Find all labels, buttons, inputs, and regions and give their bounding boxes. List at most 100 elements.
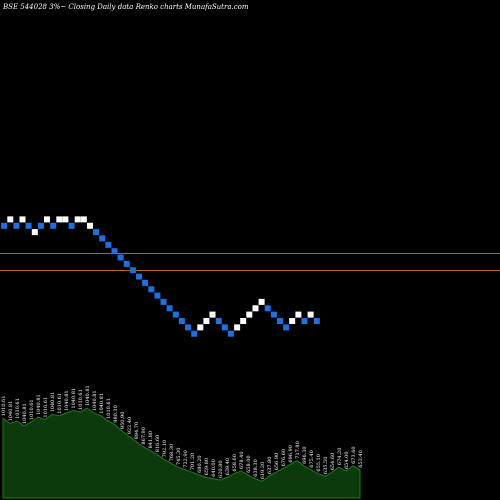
volume-label: 654.00 bbox=[344, 452, 350, 470]
volume-label: 701.20 bbox=[190, 453, 196, 471]
volume-label: 841.80 bbox=[148, 431, 154, 449]
volume-label: 922.40 bbox=[127, 417, 133, 435]
renko-brick bbox=[117, 254, 124, 261]
volume-label: 1010.61 bbox=[29, 399, 35, 420]
renko-brick bbox=[313, 318, 320, 324]
volume-label: 676.60 bbox=[281, 449, 287, 467]
volume-panel: 1010.61 1040.81 1010.61 1040.81 1010.61 1040.… bbox=[1, 385, 364, 499]
volume-label: 1040.81 bbox=[64, 390, 70, 411]
volume-label: 653.40 bbox=[358, 450, 364, 468]
renko-brick bbox=[227, 330, 234, 337]
volume-label: 950.90 bbox=[120, 412, 126, 430]
volume-label: 1010.61 bbox=[1, 396, 7, 417]
volume-label: 655.10 bbox=[316, 454, 322, 472]
renko-brick bbox=[56, 216, 63, 223]
renko-brick bbox=[301, 318, 308, 324]
volume-label: 867.90 bbox=[141, 427, 147, 445]
renko-brick bbox=[148, 286, 155, 293]
renko-brick bbox=[258, 298, 265, 305]
renko-brick bbox=[19, 216, 26, 223]
volume-label: 717.80 bbox=[295, 441, 301, 459]
renko-brick bbox=[111, 248, 118, 255]
reference-lines bbox=[0, 253, 500, 271]
volume-label: 1040.81 bbox=[8, 401, 14, 422]
renko-brick bbox=[197, 324, 204, 331]
volume-label: 619.20 bbox=[260, 462, 266, 480]
volume-label: 635.50 bbox=[323, 457, 329, 475]
renko-brick bbox=[105, 241, 112, 248]
renko-brick bbox=[234, 324, 241, 331]
renko-brick bbox=[215, 318, 222, 324]
volume-label: 816.60 bbox=[155, 435, 161, 453]
volume-label: 792.10 bbox=[162, 440, 168, 458]
renko-brick bbox=[44, 216, 50, 223]
renko-brick bbox=[166, 305, 173, 312]
volume-label: 1040.81 bbox=[85, 385, 91, 406]
renko-brick bbox=[123, 260, 130, 267]
volume-label: 1010.61 bbox=[43, 397, 49, 418]
volume-label: 620.80 bbox=[218, 461, 224, 479]
volume-label: 656.90 bbox=[274, 453, 280, 471]
renko-brick bbox=[50, 222, 57, 229]
renko-brick bbox=[209, 311, 216, 318]
renko-brick bbox=[203, 318, 210, 324]
renko-brick bbox=[178, 318, 185, 324]
renko-brick bbox=[93, 229, 100, 236]
volume-label: 639.40 bbox=[225, 458, 231, 476]
renko-brick bbox=[68, 222, 75, 229]
renko-brick bbox=[62, 216, 69, 223]
volume-label: 678.40 bbox=[239, 452, 245, 470]
renko-brick bbox=[31, 229, 38, 236]
renko-brick bbox=[142, 279, 149, 286]
renko-brick bbox=[129, 267, 136, 274]
renko-brick bbox=[37, 222, 44, 229]
renko-bricks bbox=[1, 216, 320, 337]
volume-label: 637.80 bbox=[267, 457, 273, 475]
renko-brick bbox=[160, 298, 167, 305]
volume-label: 673.60 bbox=[351, 446, 357, 464]
volume-label: 722.90 bbox=[183, 450, 189, 468]
volume-label: 1010.61 bbox=[78, 389, 84, 410]
renko-brick bbox=[246, 311, 253, 318]
volume-label: 696.30 bbox=[302, 446, 308, 464]
renko-brick bbox=[283, 324, 290, 331]
volume-area bbox=[2, 407, 361, 499]
volume-label: 640.00 bbox=[211, 459, 217, 477]
renko-brick bbox=[74, 216, 81, 223]
renko-brick bbox=[277, 318, 283, 324]
volume-label: 1010.61 bbox=[15, 398, 21, 419]
renko-brick bbox=[307, 311, 314, 318]
volume-label: 1040.81 bbox=[71, 388, 77, 409]
volume-label: 745.30 bbox=[176, 448, 182, 466]
volume-label: 1040.81 bbox=[99, 393, 105, 414]
volume-label: 675.40 bbox=[309, 450, 315, 468]
volume-label: 1040.81 bbox=[36, 394, 42, 415]
renko-brick bbox=[240, 318, 247, 324]
volume-label: 894.70 bbox=[134, 422, 140, 440]
renko-brick bbox=[13, 222, 20, 229]
renko-brick bbox=[221, 324, 228, 331]
renko-brick bbox=[185, 324, 191, 331]
volume-label: 1040.81 bbox=[50, 392, 56, 413]
chart-title: BSE 544028 3%~ Closing Daily data Renko … bbox=[2, 3, 249, 11]
volume-label: 1010.61 bbox=[57, 393, 63, 414]
volume-label: 768.30 bbox=[169, 444, 175, 462]
volume-label: 659.80 bbox=[204, 458, 210, 476]
renko-brick bbox=[25, 222, 32, 229]
renko-brick bbox=[136, 273, 142, 280]
renko-brick bbox=[99, 235, 106, 242]
renko-brick bbox=[87, 222, 93, 229]
renko-brick bbox=[1, 222, 8, 229]
volume-label: 658.60 bbox=[232, 454, 238, 472]
volume-label: 680.20 bbox=[197, 455, 203, 473]
volume-label: 658.00 bbox=[246, 455, 252, 473]
volume-label: 638.30 bbox=[253, 459, 259, 477]
renko-brick bbox=[289, 318, 296, 324]
volume-label: 1040.81 bbox=[22, 403, 28, 424]
volume-label: 1040.81 bbox=[92, 390, 98, 411]
renko-brick bbox=[80, 216, 87, 223]
renko-brick bbox=[252, 305, 259, 312]
volume-label: 674.20 bbox=[337, 448, 343, 466]
renko-brick bbox=[191, 330, 198, 337]
